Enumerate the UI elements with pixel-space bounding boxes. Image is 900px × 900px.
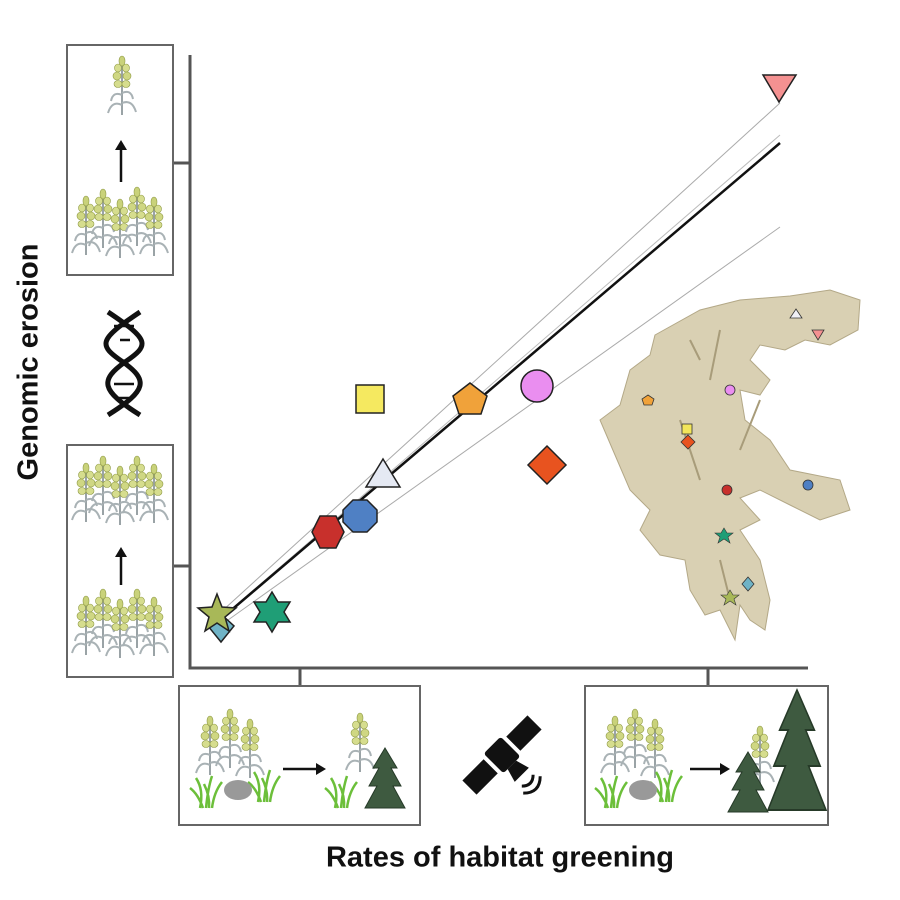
arrowhead <box>720 763 730 775</box>
panel-illustration <box>71 455 169 659</box>
arrowhead <box>115 140 127 150</box>
x-tick <box>298 668 710 686</box>
map-path <box>679 329 761 601</box>
panel-illustration-use <box>593 774 629 810</box>
axis-line <box>188 55 808 670</box>
dna-icon-path <box>103 309 143 418</box>
fit-lines-path <box>213 226 781 631</box>
satellite-icon-path <box>521 774 542 795</box>
arrowhead <box>115 547 127 557</box>
marker <box>520 369 554 403</box>
panel-illustration-use <box>71 595 101 656</box>
panel-illustration-use <box>364 747 406 809</box>
panel-illustration-g <box>767 689 827 811</box>
dna-icon <box>103 309 145 418</box>
x-axis-label: Rates of habitat greening <box>326 842 674 874</box>
rock <box>224 780 252 800</box>
map <box>599 289 861 642</box>
map-rect <box>681 423 693 435</box>
marker <box>355 384 385 414</box>
marker <box>196 591 238 633</box>
panel-illustration <box>71 55 169 259</box>
panel-illustration <box>188 708 406 810</box>
panel-illustration-use <box>71 195 101 256</box>
satellite-icon-rect <box>484 737 520 773</box>
satellite-icon-rect <box>462 759 498 795</box>
panel-illustration-use <box>188 774 224 810</box>
panel-box <box>584 685 829 826</box>
map-path <box>680 434 696 450</box>
marker <box>364 457 402 488</box>
marker <box>311 515 345 549</box>
satellite-icon-path <box>507 760 529 782</box>
map-path <box>599 289 861 642</box>
map-path <box>641 394 655 406</box>
panel-box <box>66 44 174 276</box>
marker <box>526 444 568 486</box>
rock <box>629 780 657 800</box>
panel-box <box>178 685 421 826</box>
map-path <box>720 589 740 606</box>
panel-illustration-use <box>195 715 225 776</box>
fit-lines <box>209 102 781 631</box>
map-circle <box>721 484 733 496</box>
panel-illustration-use <box>600 715 630 776</box>
panel-illustration-use <box>727 751 769 813</box>
map-path <box>741 576 755 592</box>
axes <box>173 55 808 686</box>
map-path <box>789 308 803 319</box>
panels <box>66 44 829 826</box>
y-tick <box>173 161 190 568</box>
dna-icon-path <box>114 324 134 400</box>
panel-illustration-use <box>323 774 359 810</box>
fit-lines-path <box>214 142 781 625</box>
panel-illustration <box>593 689 827 813</box>
panel-illustration-g-use <box>767 689 827 811</box>
map-path <box>714 527 734 544</box>
markers <box>196 74 798 644</box>
satellite-icon <box>462 715 542 795</box>
marker <box>342 499 378 533</box>
map-circle <box>802 479 814 491</box>
fit-lines-path <box>209 102 781 623</box>
map-path <box>811 329 825 341</box>
marker <box>252 590 292 634</box>
panel-illustration-use <box>71 462 101 523</box>
fit-lines-path <box>211 134 781 627</box>
panel-illustration-use <box>345 712 375 773</box>
arrowhead <box>316 763 326 775</box>
panel-box <box>66 444 174 678</box>
satellite-icon-rect <box>506 715 542 751</box>
marker <box>761 74 798 104</box>
panel-illustration-use <box>107 55 137 116</box>
map-circle <box>724 384 736 396</box>
y-axis-label: Genomic erosion <box>13 244 45 481</box>
marker <box>452 382 488 415</box>
